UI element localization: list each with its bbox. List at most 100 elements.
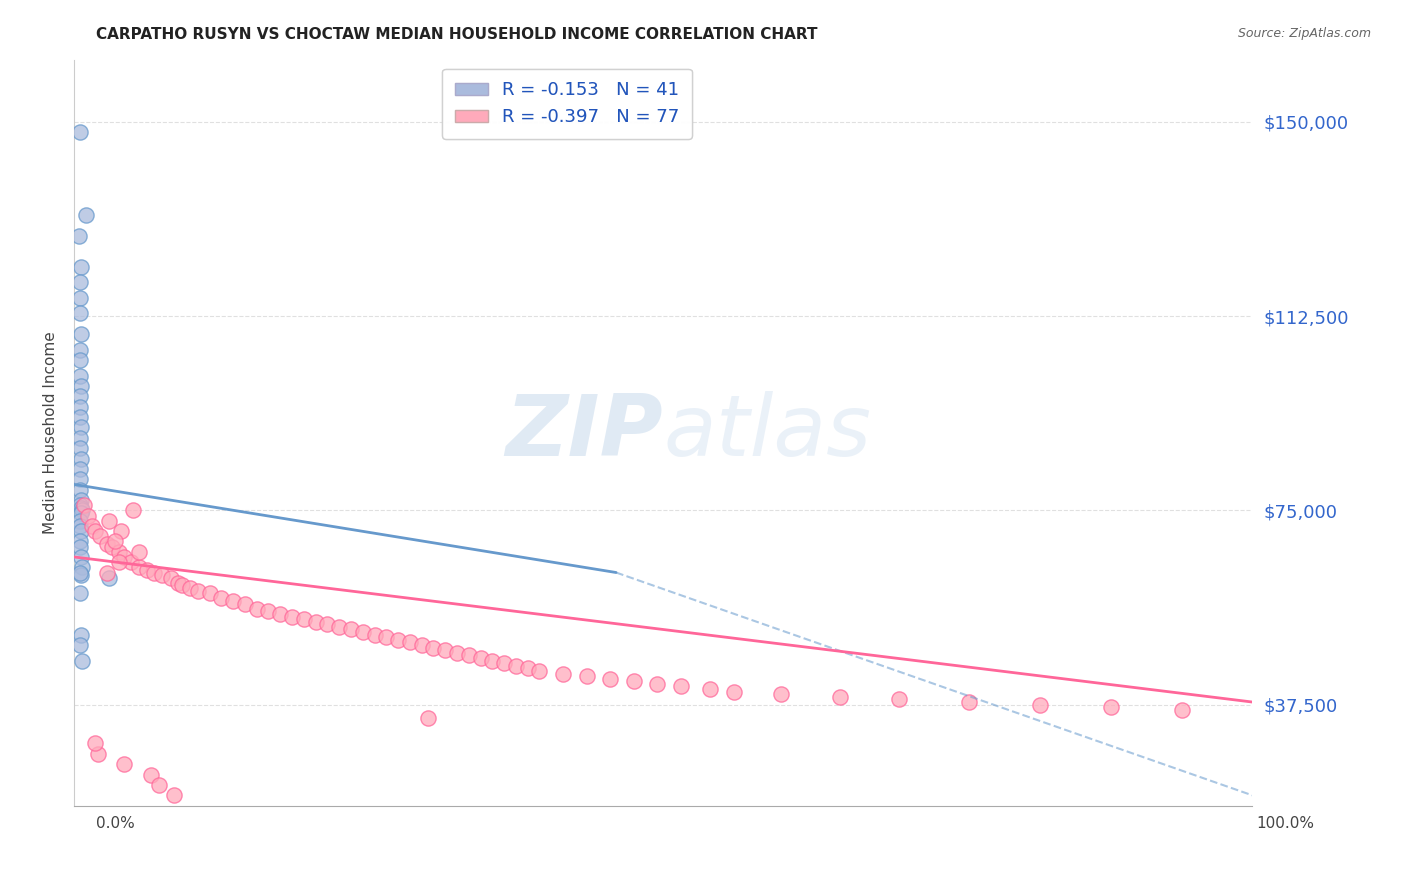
Y-axis label: Median Household Income: Median Household Income xyxy=(44,331,58,534)
Point xyxy=(128,560,150,574)
Point xyxy=(172,578,194,592)
Point xyxy=(69,125,91,139)
Point xyxy=(959,695,981,709)
Point xyxy=(96,537,118,551)
Point xyxy=(575,669,598,683)
Point xyxy=(70,549,93,564)
Point xyxy=(411,638,433,652)
Point xyxy=(159,571,181,585)
Point xyxy=(69,514,91,528)
Point xyxy=(108,555,131,569)
Point xyxy=(304,615,326,629)
Point xyxy=(163,789,186,803)
Point xyxy=(80,519,103,533)
Point xyxy=(209,591,232,606)
Point xyxy=(481,654,503,668)
Point xyxy=(416,710,439,724)
Point xyxy=(77,508,100,523)
Point xyxy=(69,519,91,533)
Point xyxy=(69,353,91,368)
Point xyxy=(139,767,162,781)
Point xyxy=(98,571,121,585)
Point xyxy=(422,640,444,655)
Point xyxy=(112,757,135,772)
Point xyxy=(69,472,91,486)
Point xyxy=(69,389,91,403)
Point xyxy=(70,493,93,508)
Point xyxy=(222,594,245,608)
Point xyxy=(84,736,107,750)
Point xyxy=(269,607,291,621)
Point xyxy=(69,638,91,652)
Point xyxy=(69,368,91,383)
Point xyxy=(1170,703,1192,717)
Point xyxy=(69,498,91,512)
Point xyxy=(69,400,91,414)
Point xyxy=(70,500,93,515)
Point xyxy=(198,586,221,600)
Point xyxy=(70,379,93,393)
Point xyxy=(72,654,94,668)
Point xyxy=(828,690,851,704)
Point xyxy=(120,555,142,569)
Point xyxy=(148,778,170,792)
Point xyxy=(328,620,350,634)
Point xyxy=(470,651,492,665)
Point xyxy=(70,451,93,466)
Point xyxy=(69,343,91,357)
Point xyxy=(363,628,385,642)
Point xyxy=(233,597,256,611)
Point xyxy=(101,540,124,554)
Point xyxy=(166,575,188,590)
Point xyxy=(70,628,93,642)
Point xyxy=(72,560,94,574)
Point xyxy=(352,625,374,640)
Point xyxy=(669,680,692,694)
Point xyxy=(1099,700,1122,714)
Point xyxy=(69,276,91,290)
Point xyxy=(505,658,527,673)
Text: atlas: atlas xyxy=(664,391,872,475)
Legend: R = -0.153   N = 41, R = -0.397   N = 77: R = -0.153 N = 41, R = -0.397 N = 77 xyxy=(443,69,692,139)
Point xyxy=(70,420,93,434)
Point xyxy=(179,581,201,595)
Point xyxy=(69,441,91,455)
Point xyxy=(645,677,668,691)
Point xyxy=(434,643,457,657)
Text: 0.0%: 0.0% xyxy=(96,816,135,831)
Point xyxy=(387,632,409,647)
Point xyxy=(143,566,166,580)
Point xyxy=(446,646,468,660)
Point xyxy=(887,692,910,706)
Point xyxy=(70,506,93,520)
Point xyxy=(399,635,422,649)
Point xyxy=(699,682,721,697)
Point xyxy=(599,672,621,686)
Point xyxy=(69,291,91,305)
Point xyxy=(84,524,107,538)
Point xyxy=(122,503,145,517)
Point xyxy=(551,666,574,681)
Point xyxy=(86,747,108,761)
Point xyxy=(89,529,111,543)
Point xyxy=(67,228,90,243)
Point xyxy=(69,462,91,476)
Point xyxy=(128,545,150,559)
Point xyxy=(70,568,93,582)
Point xyxy=(375,630,398,644)
Point xyxy=(98,514,121,528)
Point xyxy=(72,498,94,512)
Point xyxy=(70,260,93,274)
Text: CARPATHO RUSYN VS CHOCTAW MEDIAN HOUSEHOLD INCOME CORRELATION CHART: CARPATHO RUSYN VS CHOCTAW MEDIAN HOUSEHO… xyxy=(96,27,817,42)
Point xyxy=(108,545,131,559)
Point xyxy=(136,563,159,577)
Point xyxy=(281,609,304,624)
Point xyxy=(516,661,538,675)
Point xyxy=(69,431,91,445)
Point xyxy=(316,617,339,632)
Point xyxy=(69,306,91,320)
Point xyxy=(72,503,94,517)
Point xyxy=(623,674,645,689)
Point xyxy=(257,604,280,618)
Point xyxy=(152,568,174,582)
